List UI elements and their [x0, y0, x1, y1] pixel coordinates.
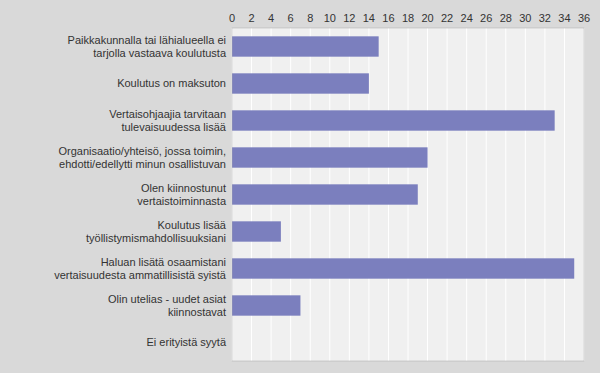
x-tick-label: 14 [363, 12, 375, 24]
x-tick-label: 32 [539, 12, 551, 24]
bar [232, 36, 379, 56]
y-tick-label: Koulutus on maksuton [117, 77, 226, 89]
bar [232, 73, 369, 93]
bars [232, 36, 574, 315]
grid-line [564, 28, 565, 361]
x-tick-label: 0 [229, 12, 235, 24]
grid-line [525, 28, 526, 361]
y-tick-label: Ei erityistä syytä [147, 336, 227, 348]
x-tick-label: 2 [248, 12, 254, 24]
x-tick-label: 6 [288, 12, 294, 24]
bar [232, 221, 281, 241]
y-tick-label: Vertaisohjaajia tarvitaantulevaisuudessa… [109, 108, 227, 133]
x-tick-label: 20 [421, 12, 433, 24]
y-tick-label: Koulutus lisäätyöllistymismahdollisuuksi… [86, 219, 227, 244]
x-tick-label: 26 [480, 12, 492, 24]
plot-area [232, 28, 584, 361]
x-tick-label: 10 [324, 12, 336, 24]
x-tick-label: 28 [500, 12, 512, 24]
chart-container: 024681012141618202224262830323436Ei erit… [0, 0, 600, 373]
x-tick-label: 4 [268, 12, 274, 24]
grid-line [544, 28, 545, 361]
x-ticks: 024681012141618202224262830323436 [229, 12, 590, 24]
x-tick-label: 12 [343, 12, 355, 24]
y-tick-label: Paikkakunnalla tai lähialueella eitarjol… [68, 34, 227, 59]
bar [232, 147, 428, 167]
grid-line [486, 28, 487, 361]
x-tick-label: 18 [402, 12, 414, 24]
y-tick-label: Olin utelias - uudet asiatkiinnostavat [108, 293, 226, 318]
x-tick-label: 16 [382, 12, 394, 24]
grid-line [466, 28, 467, 361]
y-ticks: Ei erityistä syytä Olin utelias - uudet a… [54, 34, 227, 349]
bar [232, 110, 555, 130]
chart: 024681012141618202224262830323436Ei erit… [0, 0, 600, 373]
grid-line [447, 28, 448, 361]
x-tick-label: 22 [441, 12, 453, 24]
x-tick-label: 24 [461, 12, 473, 24]
bar [232, 258, 574, 278]
bar [232, 295, 300, 315]
x-tick-label: 8 [307, 12, 313, 24]
grid [232, 28, 584, 361]
grid-line [427, 28, 428, 361]
x-tick-label: 30 [519, 12, 531, 24]
background [0, 0, 600, 373]
y-tick-label: Organisaatio/yhteisö, jossa toimin,ehdot… [58, 145, 226, 170]
plot-frame [232, 28, 584, 361]
bar [232, 184, 418, 204]
grid-line [505, 28, 506, 361]
x-tick-label: 34 [558, 12, 570, 24]
y-tick-label: Haluan lisätä osaamistanivertaisuudesta … [54, 256, 227, 281]
y-tick-label: Olen kiinnostunutvertaistoiminnasta [137, 182, 227, 207]
x-tick-label: 36 [578, 12, 590, 24]
